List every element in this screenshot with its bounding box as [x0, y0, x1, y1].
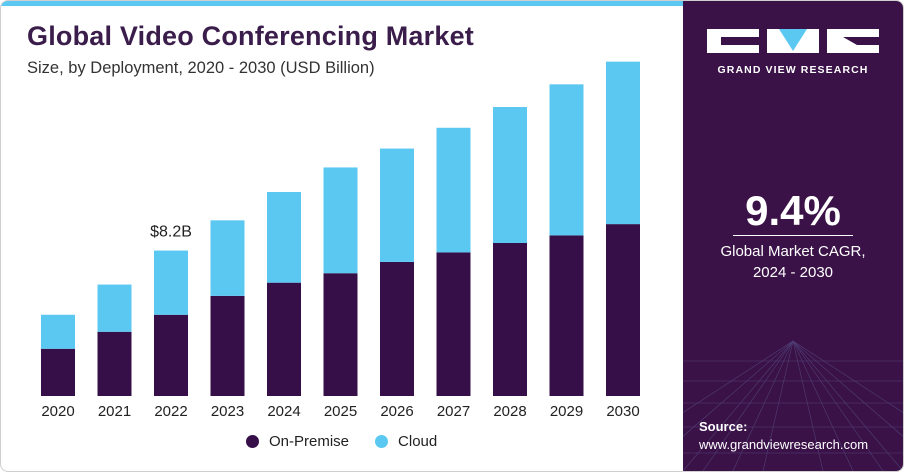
legend-item-on-premise: On-Premise — [246, 433, 349, 450]
brand-name: GRAND VIEW RESEARCH — [717, 64, 869, 76]
bar-cloud-2022 — [154, 250, 188, 315]
stacked-bar-chart: 2020 2021 2022 2023 2024 2025 2026 2027 2028 2029… — [41, 61, 640, 420]
cagr-value: 9.4% — [745, 187, 841, 234]
brand-logo — [707, 29, 879, 53]
x-tick-label-2021: 2021 — [98, 403, 131, 420]
x-tick-label-2024: 2024 — [267, 403, 300, 420]
bar-cloud-2027 — [436, 127, 471, 253]
x-tick-label-2026: 2026 — [380, 403, 413, 420]
bar-cloud-2026 — [380, 148, 414, 262]
x-tick-label-2028: 2028 — [493, 403, 526, 420]
source-url[interactable]: www.grandviewresearch.com — [699, 437, 869, 452]
bar-on-premise-2025 — [323, 273, 358, 396]
bar-on-premise-2023 — [210, 295, 245, 396]
bar-on-premise-2030 — [606, 224, 640, 396]
legend-item-cloud: Cloud — [375, 433, 437, 450]
x-tick-label-2023: 2023 — [211, 403, 244, 420]
bar-cloud-2024 — [267, 192, 301, 283]
bar-on-premise-2028 — [493, 243, 527, 396]
decorative-grid-graphic — [683, 340, 903, 471]
cagr-label-line1: Global Market CAGR, — [720, 243, 866, 260]
source-label: Source: — [699, 419, 748, 434]
bar-cloud-2023 — [210, 220, 245, 296]
bar-cloud-2020 — [41, 314, 75, 349]
x-tick-label-2022: 2022 — [154, 403, 187, 420]
x-tick-label-2025: 2025 — [324, 403, 357, 420]
bar-cloud-2021 — [97, 284, 132, 332]
bar-on-premise-2024 — [267, 282, 301, 396]
data-label-2022: $8.2B — [150, 224, 192, 241]
bar-on-premise-2027 — [436, 252, 471, 396]
cagr-divider — [733, 235, 853, 236]
cagr-label-line2: 2024 - 2030 — [752, 264, 834, 281]
legend-swatch-cloud — [375, 435, 389, 448]
x-tick-label-2020: 2020 — [41, 403, 74, 420]
bar-cloud-2029 — [549, 84, 584, 236]
chart-legend: On-Premise Cloud — [246, 433, 463, 450]
legend-label-on-premise: On-Premise — [269, 433, 350, 450]
bar-on-premise-2022 — [154, 314, 188, 396]
legend-swatch-on-premise — [246, 435, 259, 448]
bar-cloud-2030 — [606, 61, 640, 225]
cagr-label: Global Market CAGR, 2024 - 2030 — [683, 241, 903, 283]
bar-cloud-2028 — [493, 107, 527, 243]
x-tick-label-2030: 2030 — [606, 403, 639, 420]
bar-on-premise-2029 — [549, 235, 584, 396]
bar-on-premise-2026 — [380, 261, 414, 396]
side-panel: GRAND VIEW RESEARCH 9.4% Global Market C… — [683, 1, 903, 471]
x-tick-label-2027: 2027 — [437, 403, 470, 420]
x-tick-label-2029: 2029 — [550, 403, 583, 420]
bar-on-premise-2021 — [97, 331, 132, 396]
accent-bar — [1, 1, 683, 6]
bar-on-premise-2020 — [41, 348, 75, 396]
chart-subtitle: Size, by Deployment, 2020 - 2030 (USD Bi… — [27, 59, 375, 77]
chart-title: Global Video Conferencing Market — [27, 21, 474, 51]
legend-label-cloud: Cloud — [398, 433, 438, 450]
bar-cloud-2025 — [323, 167, 358, 274]
